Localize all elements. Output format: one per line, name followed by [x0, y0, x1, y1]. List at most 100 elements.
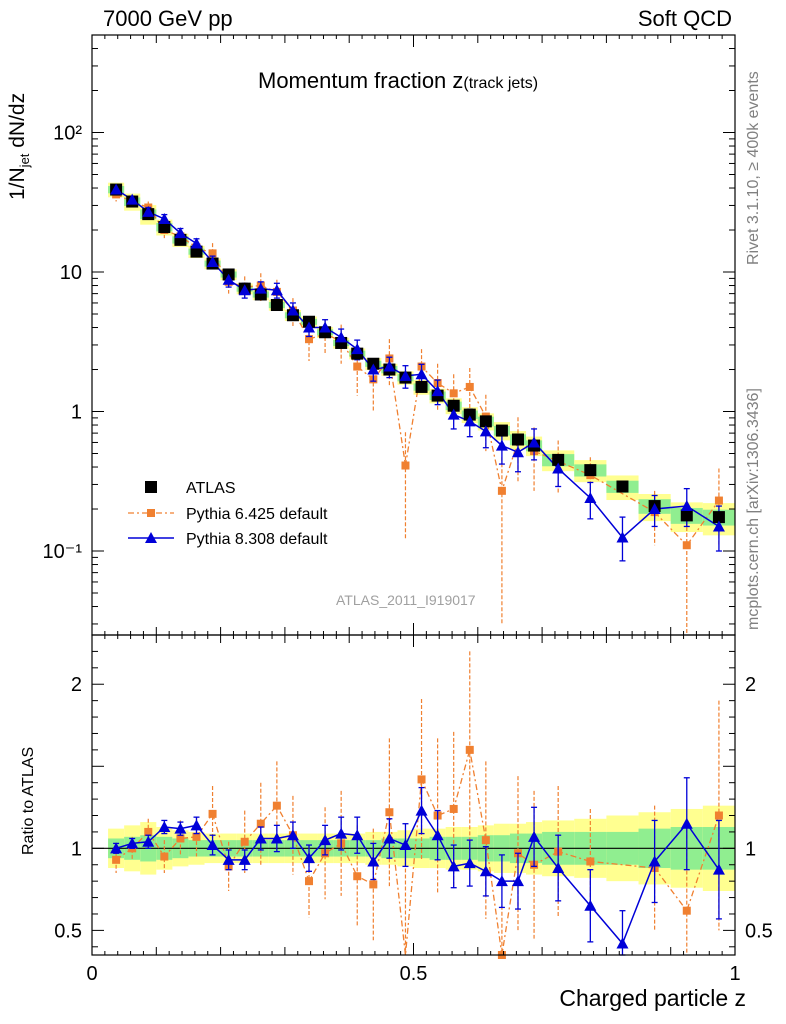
pythia8-point	[110, 183, 123, 195]
pythia8-point	[552, 462, 565, 474]
ratio-pythia6-point	[465, 745, 474, 754]
ratio-pythia6-point	[208, 809, 217, 818]
pythia6-point	[714, 496, 723, 505]
y-tick-label: 10	[60, 262, 82, 284]
ratio-pythia6-point	[481, 836, 490, 845]
pythia8-point	[286, 304, 299, 316]
ratio-pythia8-point	[335, 827, 348, 839]
ratio-pythia8-point	[431, 829, 444, 841]
ratio-pythia6-point	[369, 880, 378, 889]
pythia8-point	[383, 360, 396, 372]
ratio-pythia8-point	[399, 839, 412, 851]
ratio-pythia6-point	[449, 804, 458, 813]
pythia6-point	[401, 461, 410, 470]
x-tick-label: 0.5	[400, 963, 428, 985]
ratio-pythia8-point	[680, 817, 693, 829]
pythia8-point	[303, 321, 316, 333]
ratio-pythia6-point	[586, 857, 595, 866]
ratio-pythia8-point	[511, 875, 524, 887]
atlas-point	[552, 453, 565, 466]
ratio-pythia8-point	[648, 855, 661, 867]
ratio-pythia8-point	[584, 899, 597, 911]
pythia8-point	[206, 255, 219, 267]
legend-atlas-label: ATLAS	[186, 480, 236, 497]
header-left: 7000 GeV pp	[103, 6, 233, 31]
header-right: Soft QCD	[637, 6, 732, 31]
ratio-pythia8-point	[351, 829, 364, 841]
pythia6-point	[497, 486, 506, 495]
ratio-pythia8-point	[206, 839, 219, 851]
x-tick-label: 1	[729, 963, 740, 985]
pythia8-point	[495, 439, 508, 451]
pythia8-point	[447, 408, 460, 420]
ratio-pythia8-point	[158, 821, 171, 832]
ratio-y-tick-label-left: 0.5	[54, 920, 82, 942]
atlas-point	[463, 408, 476, 421]
ratio-pythia8-point	[712, 863, 725, 875]
ratio-pythia8-point	[286, 829, 299, 841]
ratio-pythia8-point	[447, 860, 460, 872]
pythia8-point	[238, 284, 251, 296]
atlas-point	[511, 433, 524, 446]
legend-pythia6-marker	[147, 509, 155, 517]
pythia6-point	[305, 335, 314, 344]
pythia8-point	[319, 321, 332, 333]
ratio-y-tick-label-right: 0.5	[745, 920, 773, 942]
pythia8-point	[270, 284, 283, 296]
ratio-pythia8-point	[479, 865, 492, 877]
pythia6-point	[682, 541, 691, 550]
pythia8-point	[126, 193, 139, 205]
ratio-y-tick-label-right: 1	[745, 838, 756, 860]
ratio-pythia8-point	[174, 822, 187, 834]
legend-pythia8-marker	[145, 532, 157, 543]
x-axis-label: Charged particle z	[559, 985, 746, 1011]
atlas-point	[158, 221, 171, 234]
main-title: Momentum fraction z(track jets)	[258, 68, 538, 93]
atlas-point	[415, 380, 428, 393]
pythia6-point	[208, 249, 217, 258]
pythia8-point	[584, 491, 597, 503]
ratio-pythia6-point	[385, 808, 394, 817]
pythia8-point	[712, 520, 725, 532]
ratio-pythia6-point	[417, 775, 426, 784]
ratio-y-tick-label-right: 2	[745, 674, 756, 696]
atlas-point	[479, 415, 492, 428]
ratio-panel-frame	[91, 634, 736, 956]
pythia8-point	[511, 446, 524, 458]
legend-atlas-marker	[145, 481, 157, 493]
pythia8-point	[190, 237, 203, 249]
ratio-pythia8-point	[463, 857, 476, 869]
ratio-pythia8-point	[303, 852, 316, 864]
ratio-pythia6-point	[176, 834, 185, 843]
ratio-pythia8-point	[126, 837, 139, 849]
y-tick-label: 10⁻¹	[43, 541, 83, 563]
pythia6-point	[465, 382, 474, 391]
ratio-pythia8-point	[495, 875, 508, 887]
ratio-pythia6-point	[682, 906, 691, 915]
atlas-point	[584, 464, 597, 477]
atlas-point	[616, 480, 629, 493]
ratio-pythia8-point	[270, 832, 283, 844]
pythia8-point	[174, 227, 187, 239]
atlas-point	[270, 299, 283, 312]
atlas-point	[190, 245, 203, 258]
pythia8-point	[335, 331, 348, 343]
pythia8-point	[142, 205, 155, 217]
ratio-pythia8-point	[142, 835, 155, 847]
ratio-pythia8-point	[367, 855, 380, 867]
ratio-pythia8-point	[110, 842, 123, 854]
analysis-watermark: ATLAS_2011_I919017	[336, 592, 476, 608]
pythia6-point	[353, 362, 362, 371]
ratio-pythia8-point	[238, 853, 251, 865]
ratio-pythia8-point	[222, 853, 235, 865]
ratio-pythia8-point	[254, 832, 267, 844]
ratio-pythia6-point	[305, 877, 314, 886]
pythia8-point	[158, 212, 171, 224]
pythia8-point	[528, 436, 541, 448]
ratio-y-tick-label-left: 2	[71, 674, 82, 696]
y-tick-label: 1	[71, 402, 82, 424]
ratio-pythia8-point	[552, 862, 565, 874]
ratio-pythia8-point	[190, 819, 203, 831]
atlas-point	[495, 424, 508, 437]
